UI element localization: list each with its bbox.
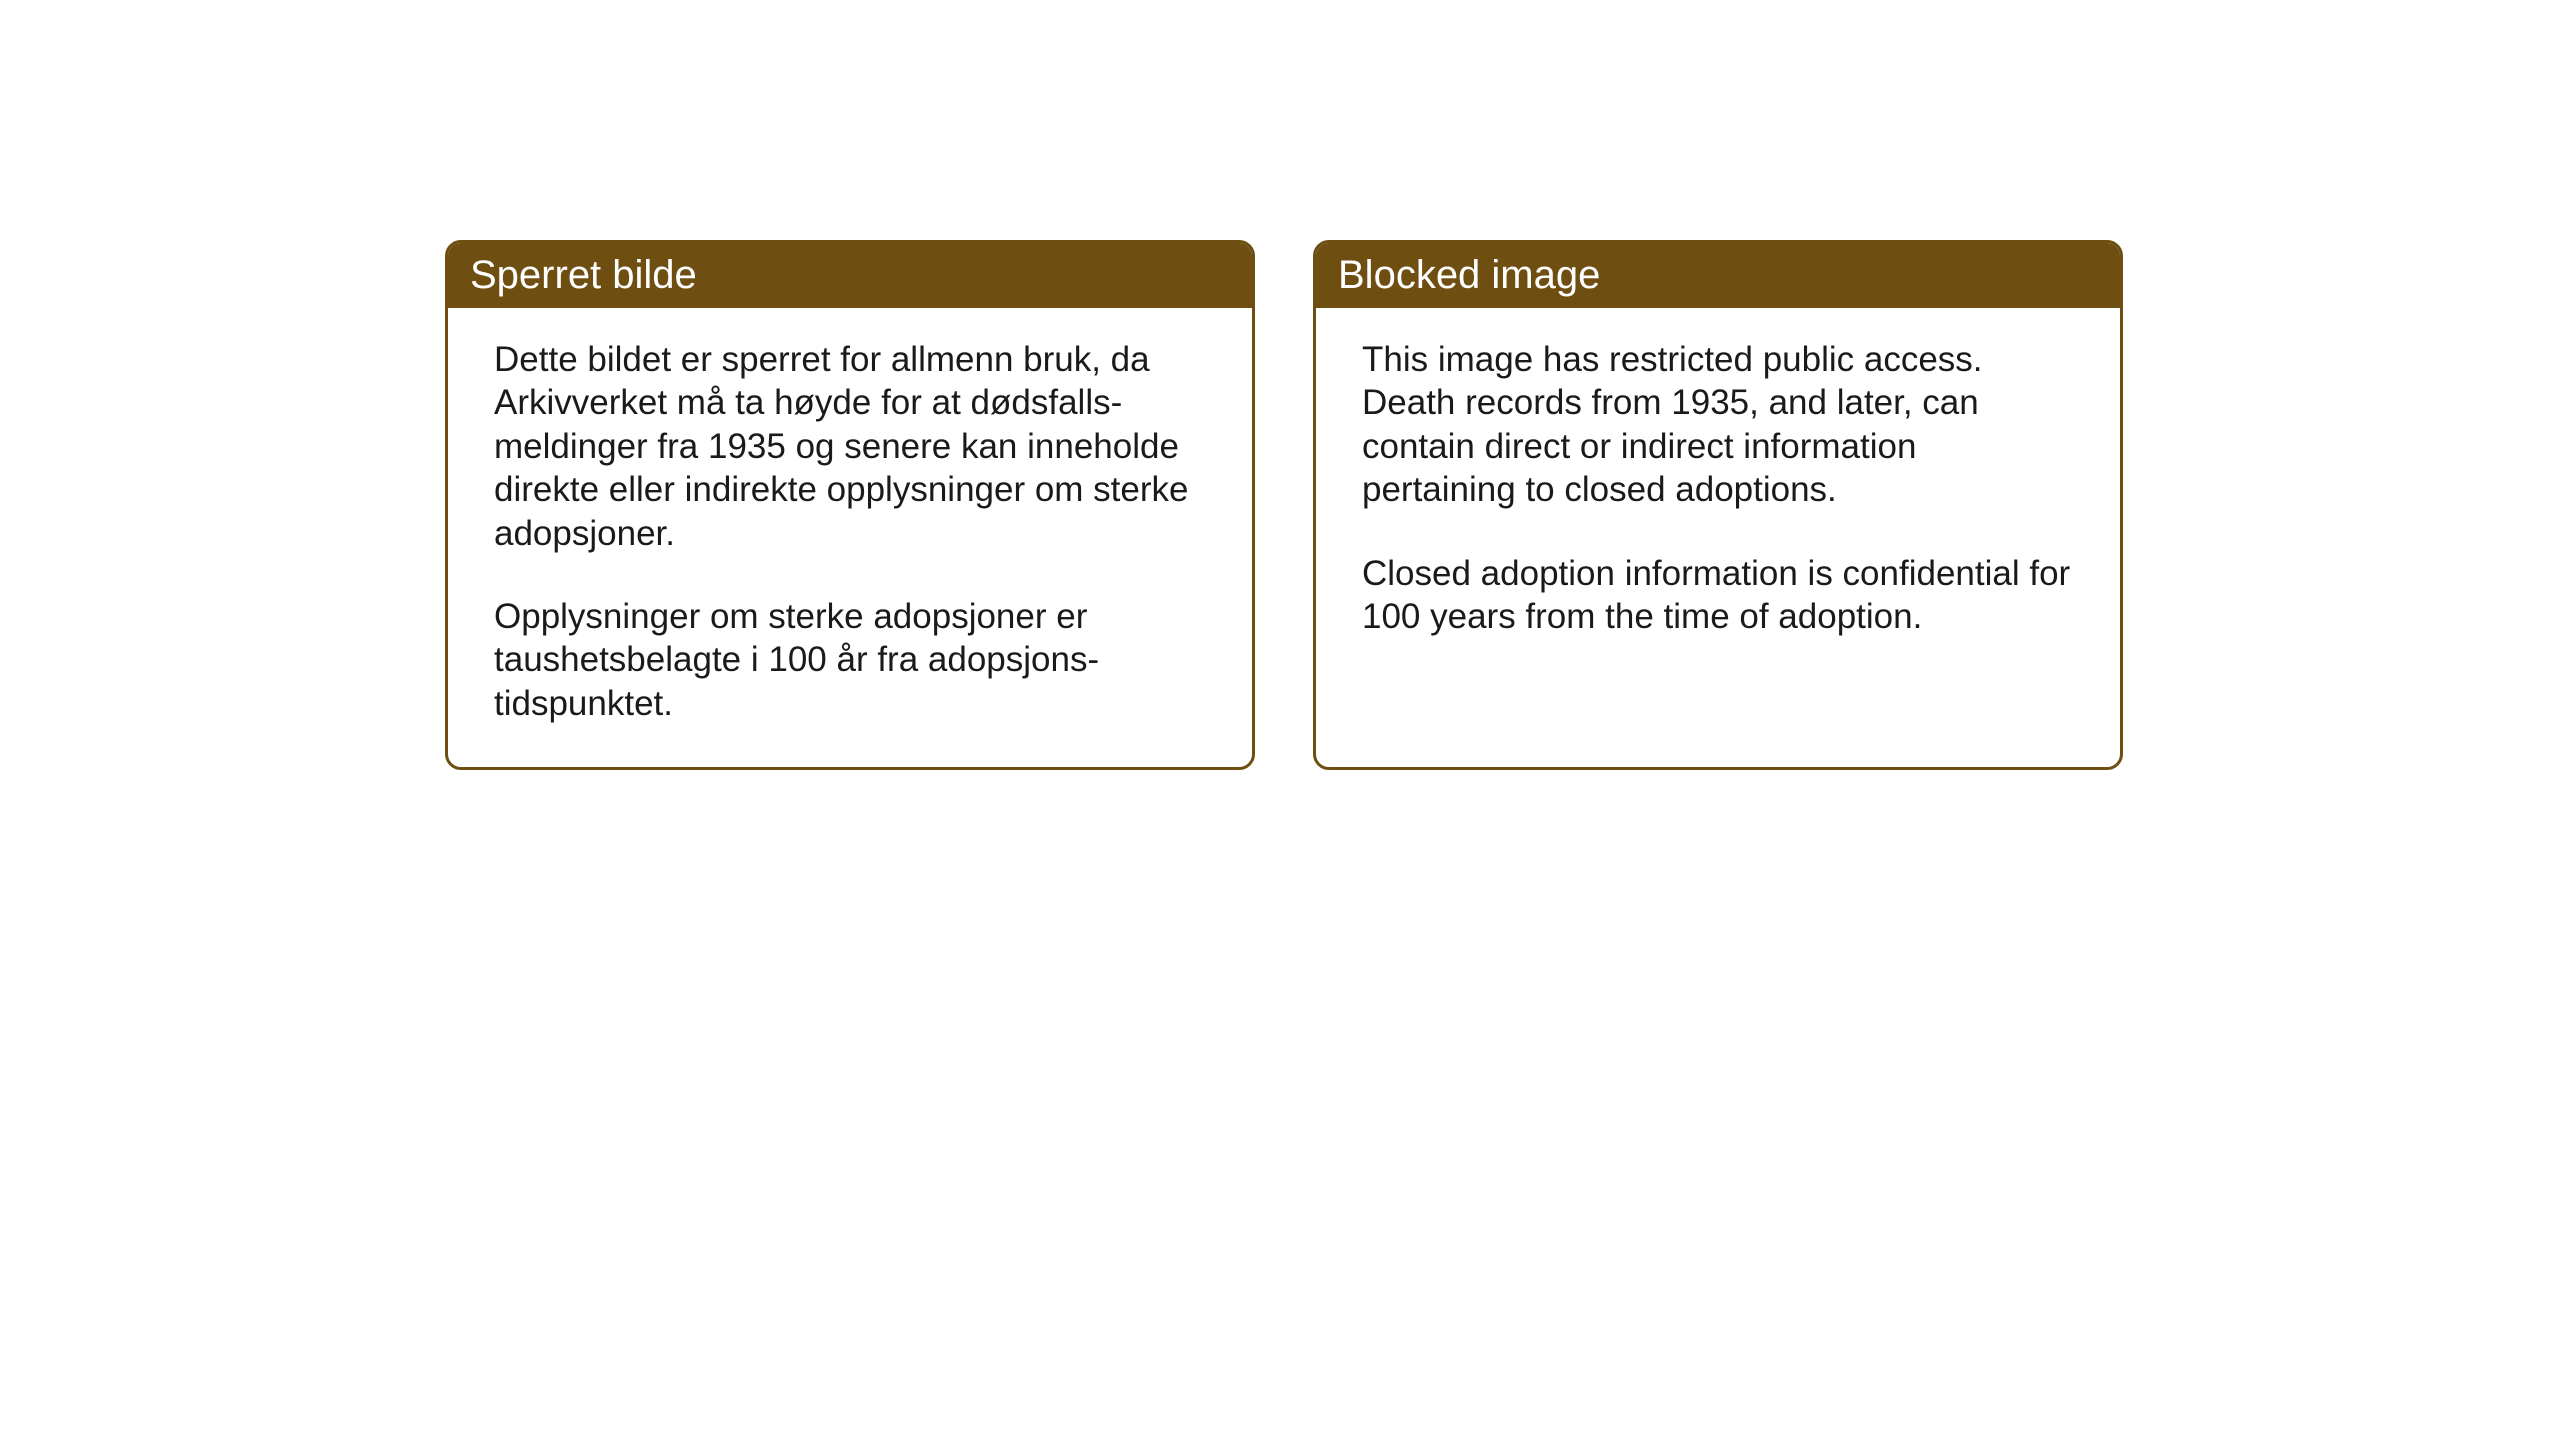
card-header-english: Blocked image xyxy=(1316,243,2120,308)
notice-card-norwegian: Sperret bilde Dette bildet er sperret fo… xyxy=(445,240,1255,770)
card-paragraph-norwegian-1: Dette bildet er sperret for allmenn bruk… xyxy=(494,338,1206,555)
card-title-english: Blocked image xyxy=(1338,253,1600,297)
notice-container: Sperret bilde Dette bildet er sperret fo… xyxy=(445,240,2123,770)
card-title-norwegian: Sperret bilde xyxy=(470,253,697,297)
notice-card-english: Blocked image This image has restricted … xyxy=(1313,240,2123,770)
card-paragraph-norwegian-2: Opplysninger om sterke adopsjoner er tau… xyxy=(494,595,1206,725)
card-paragraph-english-2: Closed adoption information is confident… xyxy=(1362,552,2074,639)
card-paragraph-english-1: This image has restricted public access.… xyxy=(1362,338,2074,512)
card-body-norwegian: Dette bildet er sperret for allmenn bruk… xyxy=(448,308,1252,767)
card-header-norwegian: Sperret bilde xyxy=(448,243,1252,308)
card-body-english: This image has restricted public access.… xyxy=(1316,308,2120,738)
